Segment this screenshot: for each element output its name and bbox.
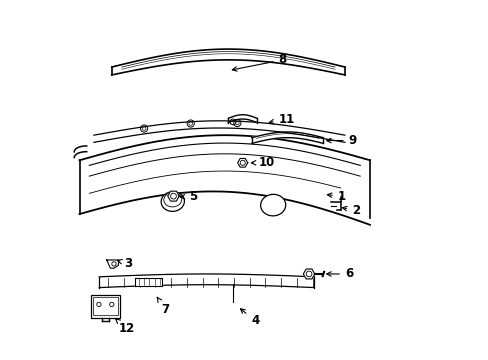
- Text: 1: 1: [327, 190, 345, 203]
- Polygon shape: [99, 274, 314, 288]
- Circle shape: [109, 302, 114, 307]
- Polygon shape: [74, 146, 86, 158]
- Circle shape: [97, 302, 101, 307]
- Polygon shape: [167, 191, 179, 201]
- Polygon shape: [135, 278, 162, 286]
- Polygon shape: [237, 158, 247, 167]
- Text: 8: 8: [232, 53, 286, 71]
- Polygon shape: [80, 135, 369, 225]
- Text: 5: 5: [180, 190, 197, 203]
- Ellipse shape: [163, 193, 182, 207]
- Polygon shape: [112, 49, 344, 75]
- FancyBboxPatch shape: [90, 294, 120, 318]
- Ellipse shape: [161, 192, 184, 211]
- Text: 2: 2: [342, 204, 360, 217]
- Text: 6: 6: [326, 267, 352, 280]
- Polygon shape: [228, 115, 257, 123]
- Text: 10: 10: [251, 156, 275, 169]
- Text: 3: 3: [117, 257, 132, 270]
- Polygon shape: [94, 121, 344, 142]
- Text: 9: 9: [326, 134, 356, 147]
- Ellipse shape: [260, 194, 285, 216]
- Polygon shape: [251, 132, 323, 143]
- Text: 4: 4: [240, 309, 259, 327]
- Text: 12: 12: [115, 319, 135, 335]
- Bar: [93, 297, 117, 315]
- Text: 7: 7: [157, 297, 169, 316]
- Polygon shape: [106, 260, 119, 268]
- Text: 11: 11: [269, 113, 294, 126]
- Polygon shape: [303, 269, 314, 279]
